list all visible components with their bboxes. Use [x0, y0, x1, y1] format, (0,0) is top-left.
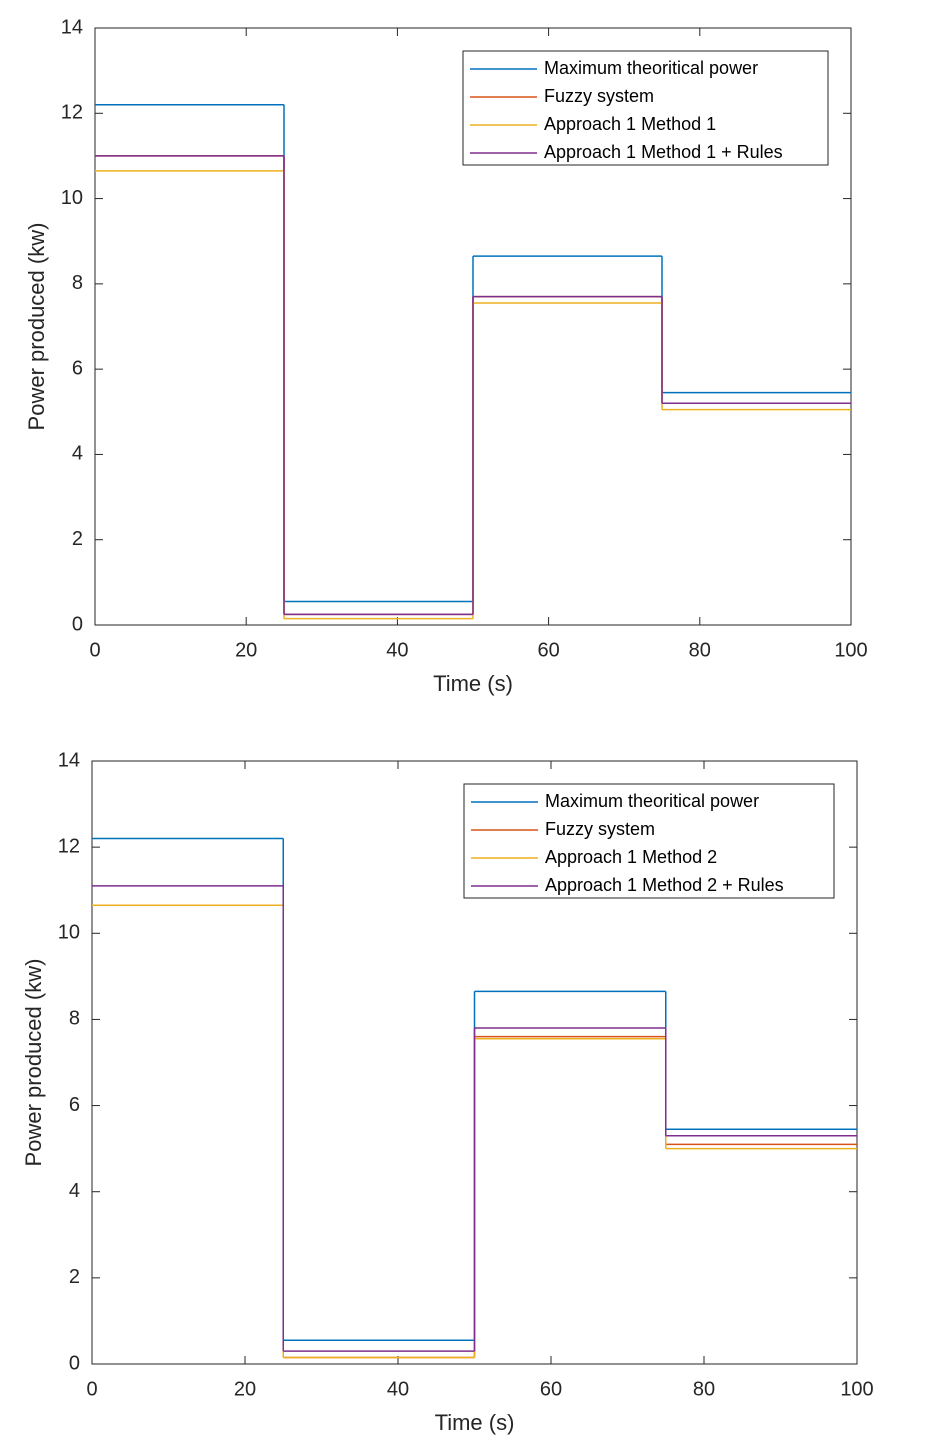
legend-box [462, 50, 829, 166]
x-tick-label: 100 [840, 1378, 873, 1400]
x-axis-label: Time (s) [435, 1410, 515, 1435]
y-tick-label: 8 [72, 272, 83, 294]
y-tick-label: 2 [69, 1266, 80, 1288]
x-tick-label: 40 [386, 639, 408, 661]
legend-box [463, 783, 835, 899]
legend-label: Approach 1 Method 1 + Rules [544, 142, 783, 162]
y-tick-label: 4 [72, 443, 83, 465]
y-tick-label: 4 [69, 1180, 80, 1202]
x-tick-label: 20 [234, 1378, 256, 1400]
x-tick-label: 80 [689, 639, 711, 661]
legend-label: Approach 1 Method 2 [545, 847, 717, 867]
y-tick-label: 0 [69, 1352, 80, 1374]
legend-label: Fuzzy system [544, 86, 654, 106]
legend-label: Approach 1 Method 1 [544, 114, 716, 134]
y-tick-label: 10 [61, 187, 83, 209]
y-tick-label: 10 [58, 922, 80, 944]
y-tick-label: 14 [61, 16, 83, 38]
legend-label: Maximum theoritical power [544, 58, 758, 78]
x-tick-label: 0 [89, 639, 100, 661]
x-tick-label: 80 [693, 1378, 715, 1400]
y-tick-label: 14 [58, 749, 80, 771]
y-tick-label: 6 [72, 357, 83, 379]
y-tick-label: 0 [72, 613, 83, 635]
x-tick-label: 20 [235, 639, 257, 661]
y-axis-label: Power produced (kw) [24, 223, 49, 431]
y-tick-label: 2 [72, 528, 83, 550]
legend-label: Fuzzy system [545, 819, 655, 839]
x-tick-label: 0 [86, 1378, 97, 1400]
legend-label: Approach 1 Method 2 + Rules [545, 875, 784, 895]
legend-label: Maximum theoritical power [545, 791, 759, 811]
y-tick-label: 8 [69, 1008, 80, 1030]
x-tick-label: 100 [834, 639, 867, 661]
x-tick-label: 40 [387, 1378, 409, 1400]
x-tick-label: 60 [540, 1378, 562, 1400]
x-tick-label: 60 [537, 639, 559, 661]
y-tick-label: 12 [61, 102, 83, 124]
y-tick-label: 12 [58, 835, 80, 857]
y-tick-label: 6 [69, 1094, 80, 1116]
y-axis-label: Power produced (kw) [21, 959, 46, 1167]
x-axis-label: Time (s) [433, 671, 513, 696]
